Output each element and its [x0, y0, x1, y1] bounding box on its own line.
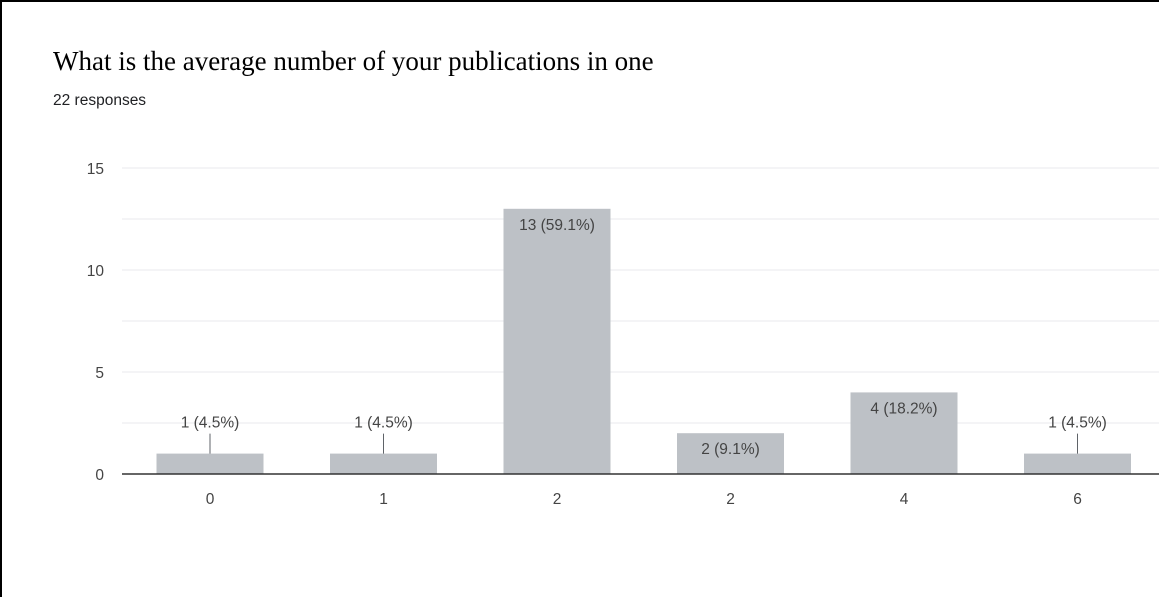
bar: [1024, 453, 1131, 474]
y-tick-label: 10: [87, 263, 105, 280]
question-title: What is the average number of your publi…: [53, 46, 654, 76]
y-tick-label: 0: [95, 467, 104, 484]
bar: [850, 392, 958, 474]
gridlines: [122, 167, 1159, 424]
x-tick-label: 1: [379, 491, 388, 508]
responses-count: 22 responses: [53, 92, 147, 109]
y-tick-label: 5: [95, 365, 104, 382]
data-label: 4 (18.2%): [870, 400, 937, 417]
data-label: 1 (4.5%): [354, 415, 413, 432]
data-label: 13 (59.1%): [519, 217, 595, 234]
bars: 1 (4.5%) 1 (4.5%) 13 (59.1%) 2 (9.1%) 4 (18.…: [156, 208, 1131, 475]
x-axis-ticks: 0 1 2 2 4 6: [206, 491, 1082, 508]
x-tick-label: 6: [1073, 491, 1082, 508]
bar: [503, 208, 611, 475]
x-tick-label: 0: [206, 491, 215, 508]
bar: [330, 453, 437, 474]
y-tick-label: 15: [87, 161, 104, 178]
x-tick-label: 2: [726, 491, 735, 508]
x-tick-label: 2: [553, 491, 562, 508]
x-tick-label: 4: [900, 491, 909, 508]
data-label: 1 (4.5%): [1048, 415, 1107, 432]
data-label: 2 (9.1%): [701, 441, 760, 458]
data-label: 1 (4.5%): [181, 415, 240, 432]
bar: [156, 453, 264, 474]
y-axis-ticks: 0 5 10 15: [87, 161, 105, 484]
bar: [677, 433, 784, 474]
